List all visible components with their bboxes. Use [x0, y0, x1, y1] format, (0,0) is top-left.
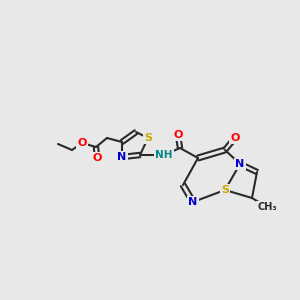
Text: O: O [92, 153, 102, 163]
Text: S: S [221, 185, 229, 195]
Text: CH₃: CH₃ [257, 202, 277, 212]
Text: S: S [144, 133, 152, 143]
Text: O: O [173, 130, 183, 140]
Text: NH: NH [155, 150, 173, 160]
Text: O: O [230, 133, 240, 143]
Text: N: N [236, 159, 244, 169]
Text: O: O [77, 138, 87, 148]
Text: N: N [188, 197, 198, 207]
Text: N: N [117, 152, 127, 162]
